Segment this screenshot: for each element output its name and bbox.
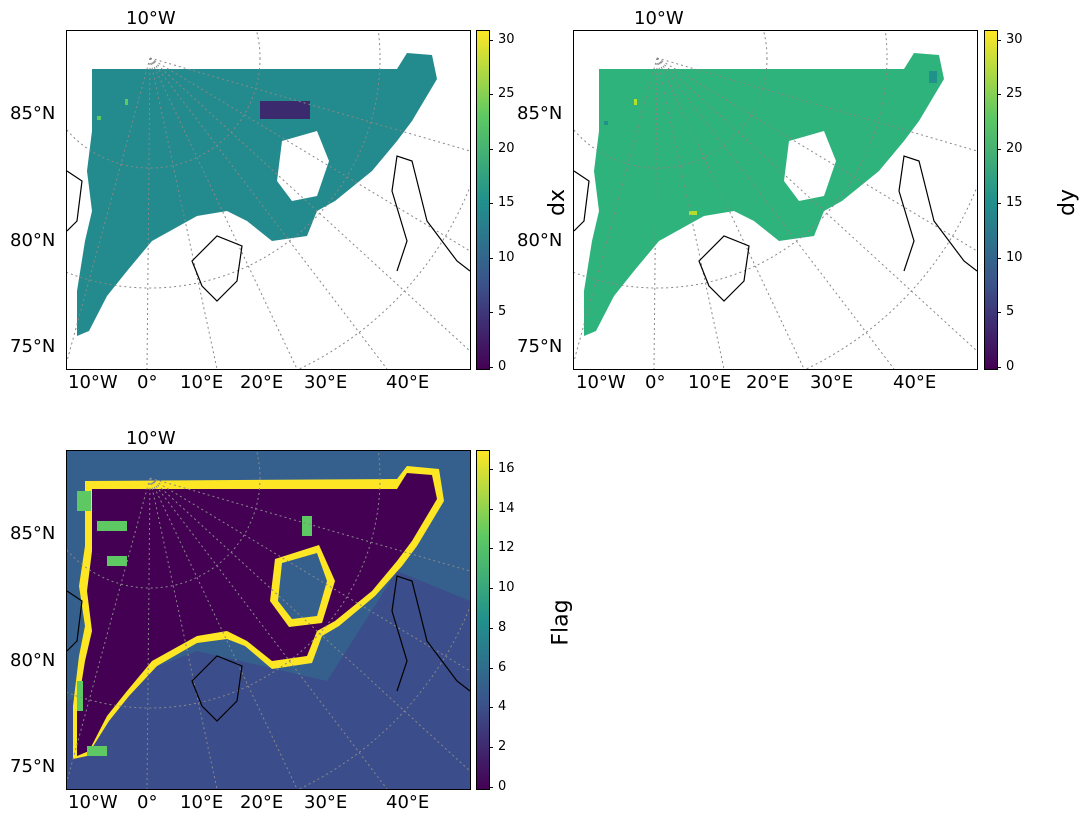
flag-colorbar bbox=[476, 450, 490, 790]
flag-map bbox=[66, 450, 471, 790]
colorbar-tick-label: 10 bbox=[489, 249, 515, 265]
panel1-lat-80: 80°N bbox=[10, 230, 56, 251]
colorbar-tick-label: 4 bbox=[488, 699, 507, 715]
dx-map bbox=[66, 30, 471, 370]
flag-ocean-south bbox=[67, 571, 470, 789]
dy-data-hole bbox=[784, 131, 836, 201]
panel1-lon-10e: 10°E bbox=[180, 372, 224, 393]
dx-data-hole bbox=[277, 131, 329, 201]
colorbar-tick-label: 25 bbox=[997, 86, 1023, 102]
dx-map-svg bbox=[67, 31, 470, 369]
dx-purple-patch bbox=[260, 101, 310, 119]
dx-colorbar bbox=[476, 30, 490, 370]
panel2-lat-75: 75°N bbox=[517, 336, 563, 357]
flag-island-interior bbox=[278, 553, 327, 619]
panel1-lon-20e: 20°E bbox=[240, 372, 284, 393]
panel2-lon-20e: 20°E bbox=[746, 372, 790, 393]
flag-graticule bbox=[67, 451, 470, 789]
panel2-lon-40e: 40°E bbox=[893, 372, 937, 393]
flag-field bbox=[77, 473, 437, 756]
colorbar-tick-label: 14 bbox=[489, 500, 515, 516]
dx-colorbar-label: dx bbox=[544, 189, 570, 216]
colorbar-tick-label: 10 bbox=[997, 249, 1023, 265]
panel2-lon-0: 0° bbox=[645, 372, 666, 393]
colorbar-tick-label: 15 bbox=[489, 195, 515, 211]
panel1-top-lon-label: 10°W bbox=[126, 8, 176, 29]
panel3-lon-20e: 20°E bbox=[240, 792, 284, 813]
panel3-lon-30e: 30°E bbox=[304, 792, 348, 813]
colorbar-tick-label: 20 bbox=[997, 140, 1023, 156]
colorbar-tick-label: 12 bbox=[489, 540, 515, 556]
dy-coastlines bbox=[574, 155, 977, 302]
panel3-lon-10e: 10°E bbox=[180, 792, 224, 813]
panel2-lon-30e: 30°E bbox=[810, 372, 854, 393]
flag-map-svg bbox=[67, 451, 470, 789]
colorbar-tick-label: 2 bbox=[488, 739, 507, 755]
panel1-lat-85: 85°N bbox=[10, 103, 56, 124]
panel1-lon-30e: 30°E bbox=[304, 372, 348, 393]
dy-data-field bbox=[584, 53, 944, 336]
panel1-lon-0: 0° bbox=[137, 372, 158, 393]
colorbar-tick-label: 8 bbox=[488, 619, 507, 635]
colorbar-tick-label: 0 bbox=[488, 779, 507, 794]
panel2-top-lon-label: 10°W bbox=[634, 8, 684, 29]
dx-data-field bbox=[77, 53, 437, 336]
colorbar-tick-label: 30 bbox=[997, 31, 1023, 47]
dy-graticule bbox=[574, 31, 977, 369]
panel2-lon-10e: 10°E bbox=[688, 372, 732, 393]
panel1-lon-40e: 40°E bbox=[386, 372, 430, 393]
panel1-lat-75: 75°N bbox=[10, 336, 56, 357]
colorbar-tick-label: 25 bbox=[489, 86, 515, 102]
colorbar-tick-label: 0 bbox=[488, 359, 507, 374]
panel3-lon-10w: 10°W bbox=[68, 792, 118, 813]
panel2-lon-10w: 10°W bbox=[576, 372, 626, 393]
dy-map-svg bbox=[574, 31, 977, 369]
panel1-lon-10w: 10°W bbox=[68, 372, 118, 393]
colorbar-tick-label: 20 bbox=[489, 140, 515, 156]
dx-graticule bbox=[67, 31, 470, 369]
panel3-lat-80: 80°N bbox=[10, 650, 56, 671]
panel3-lat-85: 85°N bbox=[10, 523, 56, 544]
colorbar-tick-label: 15 bbox=[997, 195, 1023, 211]
flag-coastlines bbox=[67, 575, 470, 722]
colorbar-tick-label: 16 bbox=[489, 460, 515, 476]
panel3-lat-75: 75°N bbox=[10, 756, 56, 777]
panel2-lat-85: 85°N bbox=[517, 103, 563, 124]
colorbar-tick-label: 5 bbox=[996, 304, 1015, 320]
colorbar-tick-label: 30 bbox=[489, 31, 515, 47]
dx-coastlines bbox=[67, 155, 470, 302]
dy-colorbar-label: dy bbox=[1054, 189, 1080, 216]
panel2-lat-80: 80°N bbox=[517, 230, 563, 251]
dy-map bbox=[573, 30, 978, 370]
colorbar-tick-label: 6 bbox=[488, 659, 507, 675]
colorbar-tick-label: 0 bbox=[996, 359, 1015, 374]
dy-colorbar bbox=[984, 30, 998, 370]
colorbar-tick-label: 5 bbox=[488, 304, 507, 320]
panel3-top-lon-label: 10°W bbox=[126, 428, 176, 449]
panel3-lon-40e: 40°E bbox=[386, 792, 430, 813]
flag-colorbar-label: Flag bbox=[548, 599, 574, 646]
panel3-lon-0: 0° bbox=[137, 792, 158, 813]
colorbar-tick-label: 10 bbox=[489, 580, 515, 596]
flag-green-patches bbox=[77, 491, 312, 756]
